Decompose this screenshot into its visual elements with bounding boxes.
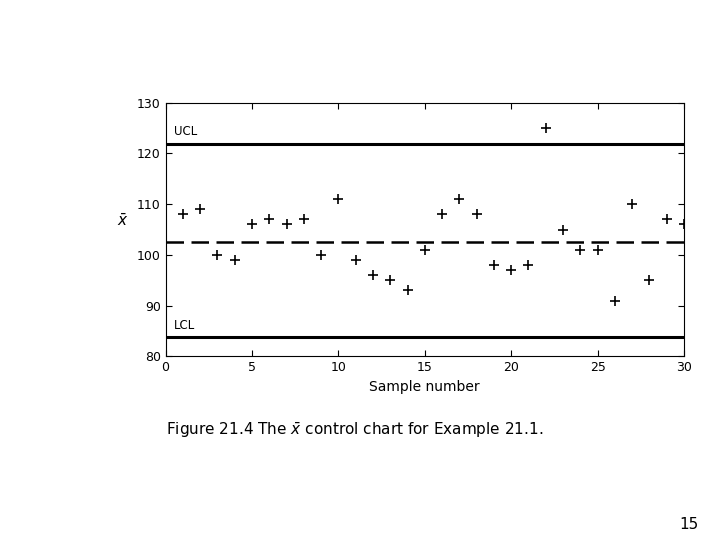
Text: LCL: LCL bbox=[174, 319, 196, 332]
X-axis label: Sample number: Sample number bbox=[369, 380, 480, 394]
Text: Chapter 21: Chapter 21 bbox=[21, 190, 40, 328]
Text: Figure 21.4 The $\bar{x}$ control chart for Example 21.1.: Figure 21.4 The $\bar{x}$ control chart … bbox=[166, 421, 543, 440]
Text: UCL: UCL bbox=[174, 125, 197, 138]
Text: 15: 15 bbox=[679, 517, 698, 532]
Y-axis label: $\bar{x}$: $\bar{x}$ bbox=[117, 213, 129, 230]
